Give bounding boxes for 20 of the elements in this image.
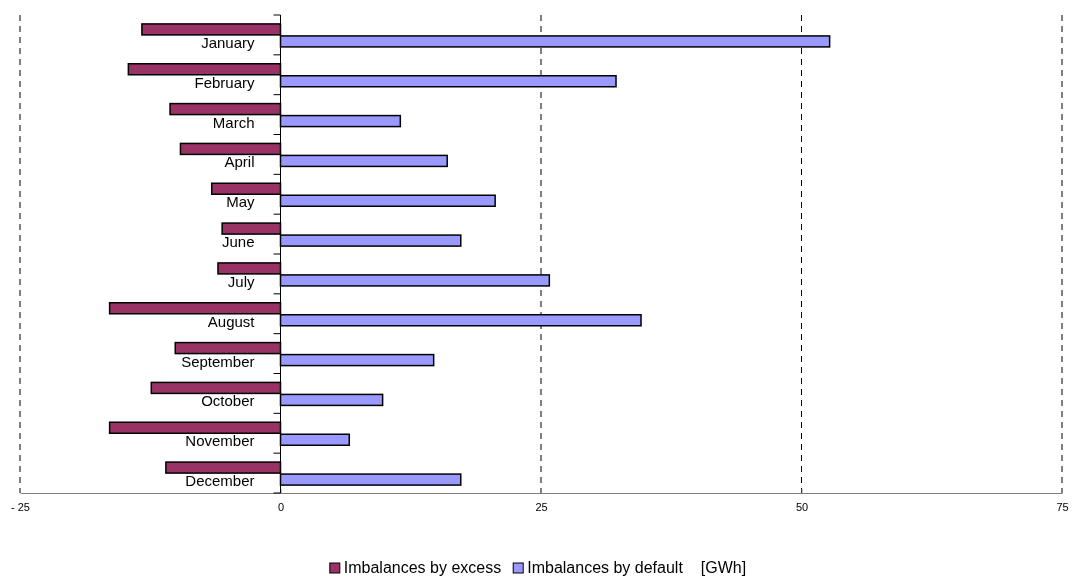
x-tick-label: 75 [1056,500,1069,513]
y-tick-label: May [226,193,255,211]
x-tick-label: 25 [535,500,548,513]
legend-label: Imbalances by default [527,559,684,576]
y-tick-label: March [212,113,255,131]
y-tick-label: October [201,392,255,410]
x-tick-label: - 25 [11,500,30,513]
y-tick-label: December [185,472,255,490]
y-tick-label: November [185,432,255,450]
legend-label: Imbalances by excess [343,559,502,576]
y-tick-label: January [201,33,255,51]
x-tick-label: 50 [795,500,809,513]
y-tick-label: July [227,272,255,290]
y-tick-label: September [181,352,255,370]
x-tick-label: 0 [277,500,285,513]
y-tick-label: February [194,73,255,91]
y-tick-label: April [224,153,255,171]
y-tick-label: June [221,233,255,251]
x-axis-title: [GWh] [700,559,747,576]
y-tick-label: August [207,312,256,330]
